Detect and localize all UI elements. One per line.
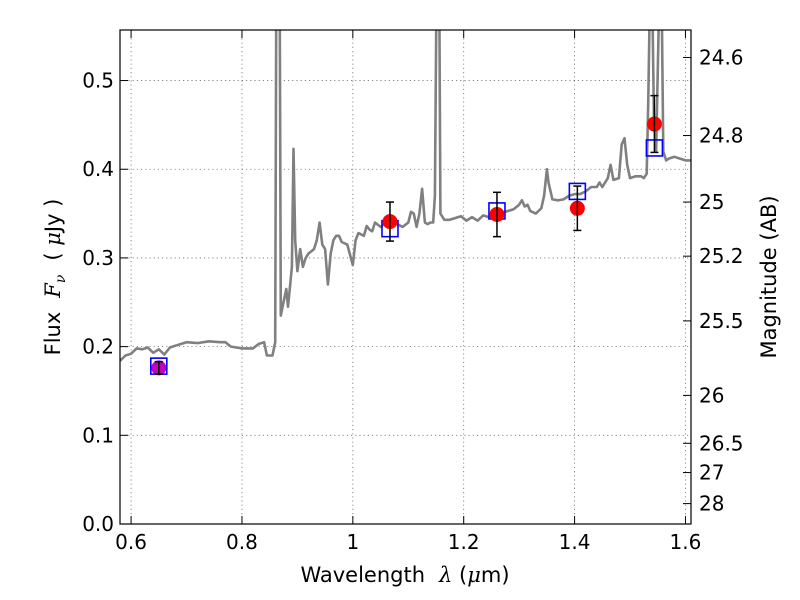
grid: [120, 30, 691, 525]
ticks: 0.6 0.8 1 1.2 1.4 1.6 0.0 0.1 0.2 0.3 0.4 0.5 24.6 24…: [82, 30, 744, 554]
y-axis-label-subscript: ν: [53, 274, 69, 283]
x-axis-label-text: Wavelength: [300, 563, 425, 587]
y2-tick-label: 27: [699, 461, 724, 485]
x-axis-label-symbol: λ: [438, 563, 452, 587]
y-axis-label-symbol: F: [41, 282, 65, 299]
x-axis-label-unit-mu: μ: [467, 563, 481, 587]
y-tick-label: 0.4: [82, 157, 114, 181]
y2-tick-label: 24.8: [699, 124, 744, 148]
x-axis-label-unit-open: (: [452, 563, 467, 587]
x-tick-label: 1.2: [448, 530, 480, 554]
y2-axis-label: Magnitude (AB): [757, 195, 781, 358]
y-tick-label: 0.3: [82, 246, 114, 270]
y-tick-label: 0.1: [82, 423, 114, 447]
y-axis-label-unit-mu: μ: [41, 232, 65, 246]
x-axis-label-unit-close: m): [481, 563, 510, 587]
y-tick-label: 0.5: [82, 69, 114, 93]
plot-frame: [119, 29, 692, 525]
y2-tick-label: 26.5: [699, 431, 744, 455]
marker-layer: [150, 94, 664, 376]
plot-area: [120, 30, 691, 524]
y-axis-label-text: Flux: [41, 312, 65, 356]
y2-tick-label: 25: [699, 190, 724, 214]
y-tick-label: 0.2: [82, 335, 114, 359]
y2-tick-label: 25.5: [699, 309, 744, 333]
y2-tick-label: 28: [699, 492, 724, 516]
y2-tick-label: 24.6: [699, 45, 744, 69]
y-axis-label: Flux Fν ( μJy ): [41, 199, 69, 356]
y-axis-label-unit-close: Jy ): [41, 199, 65, 235]
x-tick-label: 0.8: [226, 530, 258, 554]
x-axis-label: Wavelength λ (μm): [300, 563, 509, 587]
y2-tick-label: 26: [699, 383, 724, 407]
y-tick-label: 0.0: [82, 512, 114, 536]
model-spectrum-line: [120, 30, 691, 362]
x-tick-label: 1.4: [559, 530, 591, 554]
data-layer: [120, 30, 691, 362]
x-tick-label: 1.6: [670, 530, 702, 554]
y2-tick-label: 25.2: [699, 244, 744, 268]
x-tick-label: 1: [346, 530, 359, 554]
y-axis-label-unit-open: (: [41, 246, 65, 261]
x-tick-label: 0.6: [115, 530, 147, 554]
